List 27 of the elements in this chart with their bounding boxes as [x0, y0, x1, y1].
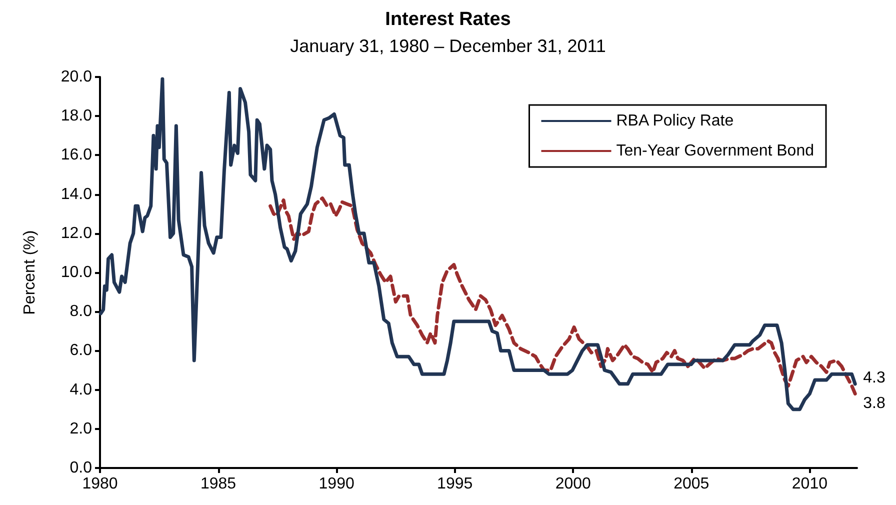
- legend-label: RBA Policy Rate: [616, 112, 734, 130]
- y-tick-label: 12.0: [60, 224, 92, 242]
- y-tick-label: 10.0: [60, 264, 92, 281]
- y-tick-label: 6.0: [70, 342, 92, 360]
- data-label: 3.8: [863, 395, 886, 412]
- x-tick-label: 1980: [82, 476, 118, 492]
- chart-subtitle: January 31, 1980 – December 31, 2011: [290, 36, 606, 56]
- y-tick-label: 20.0: [60, 68, 92, 86]
- y-tick-label: 8.0: [70, 303, 92, 320]
- x-tick-label: 1990: [318, 476, 354, 492]
- legend-label: Ten-Year Government Bond: [616, 142, 814, 160]
- x-tick-label: 2005: [674, 476, 710, 492]
- y-tick-label: 14.0: [60, 186, 92, 203]
- x-tick-label: 2010: [792, 476, 828, 492]
- data-label: 4.3: [863, 369, 886, 386]
- y-tick-label: 18.0: [60, 108, 92, 125]
- line-series: [268, 196, 857, 396]
- y-tick-label: 0.0: [70, 460, 92, 476]
- y-tick-label: 16.0: [60, 146, 92, 164]
- line-series: [98, 77, 857, 412]
- chart-title: Interest Rates: [385, 9, 511, 30]
- x-tick-label: 1995: [437, 476, 473, 492]
- y-tick-label: 4.0: [70, 381, 92, 398]
- y-tick-label: 2.0: [70, 420, 92, 438]
- x-tick-label: 1985: [200, 476, 236, 492]
- x-tick-label: 2000: [555, 476, 592, 492]
- y-axis-title: Percent (%): [22, 230, 38, 315]
